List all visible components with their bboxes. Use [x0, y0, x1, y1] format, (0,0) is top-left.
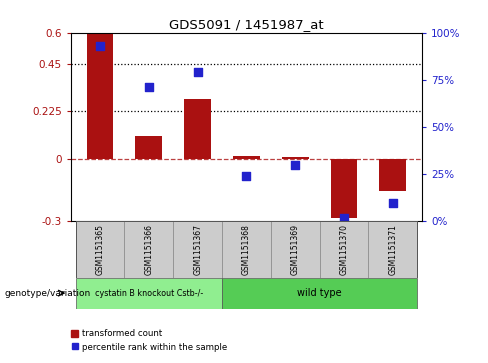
Bar: [282, 158, 309, 159]
Point: [96, 43, 104, 49]
Bar: [136, 136, 163, 159]
Bar: [76, 278, 222, 309]
Text: GSM1151367: GSM1151367: [193, 224, 202, 275]
Point: [389, 200, 397, 205]
Point: [291, 162, 299, 168]
Bar: [87, 33, 113, 159]
Text: GSM1151368: GSM1151368: [242, 224, 251, 275]
Bar: [368, 221, 417, 278]
Point: [194, 69, 202, 75]
Bar: [173, 221, 222, 278]
Text: wild type: wild type: [297, 288, 342, 298]
Bar: [222, 221, 271, 278]
Title: GDS5091 / 1451987_at: GDS5091 / 1451987_at: [169, 19, 324, 32]
Bar: [184, 99, 211, 159]
Point: [340, 215, 348, 221]
Legend: transformed count, percentile rank within the sample: transformed count, percentile rank withi…: [68, 326, 231, 355]
Bar: [233, 156, 260, 159]
Text: GSM1151365: GSM1151365: [96, 224, 104, 275]
Bar: [380, 159, 407, 191]
Bar: [124, 221, 173, 278]
Point: [243, 173, 250, 179]
Text: GSM1151366: GSM1151366: [144, 224, 153, 275]
Text: cystatin B knockout Cstb-/-: cystatin B knockout Cstb-/-: [95, 289, 203, 298]
Bar: [222, 278, 417, 309]
Bar: [320, 221, 368, 278]
Text: GSM1151370: GSM1151370: [340, 224, 348, 275]
Bar: [331, 159, 357, 218]
Point: [145, 85, 153, 90]
Bar: [76, 221, 124, 278]
Text: GSM1151371: GSM1151371: [388, 224, 397, 275]
Text: GSM1151369: GSM1151369: [291, 224, 300, 275]
Text: genotype/variation: genotype/variation: [5, 289, 91, 298]
Bar: [271, 221, 320, 278]
